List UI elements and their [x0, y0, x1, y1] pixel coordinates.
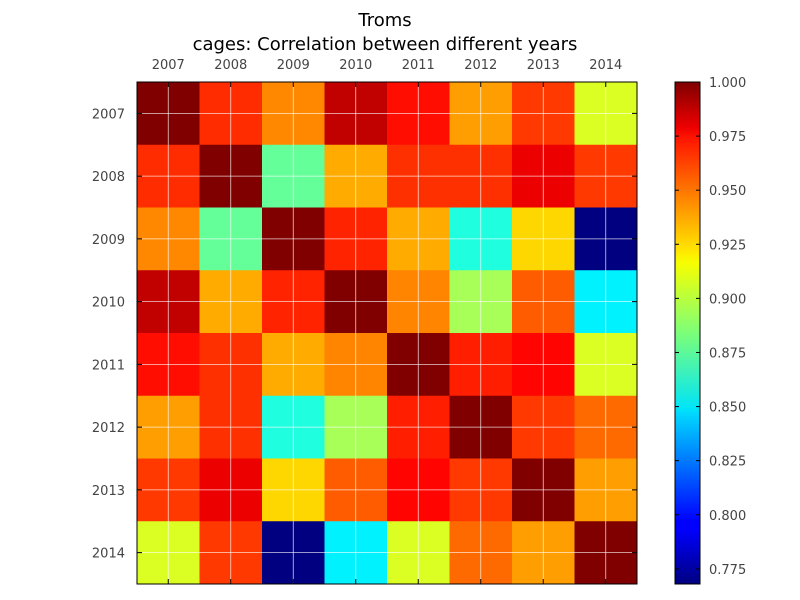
y-tick-label: 2011	[92, 358, 125, 373]
x-tick-label: 2012	[464, 58, 497, 73]
colorbar-tick-label: 0.775	[709, 563, 746, 578]
colorbar-gradient	[674, 81, 701, 585]
chart-title: Troms	[358, 10, 412, 31]
y-tick-label: 2009	[92, 233, 125, 248]
colorbar-tick-label: 0.875	[709, 346, 746, 361]
y-tick-label: 2012	[92, 421, 125, 436]
colorbar-tick-label: 0.950	[709, 184, 746, 199]
x-tick-label: 2009	[277, 58, 310, 73]
x-tick-label: 2008	[214, 58, 247, 73]
grid-lines	[137, 82, 637, 584]
y-tick-label: 2013	[92, 484, 125, 499]
colorbar-tick-label: 0.900	[709, 292, 746, 307]
colorbar-tick-label: 0.800	[709, 509, 746, 524]
y-tick-label: 2014	[92, 547, 125, 562]
x-tick-label: 2007	[152, 58, 185, 73]
colorbar: 1.000 0.975 0.950 0.925 0.900 0.875 0.850 0.825…	[674, 76, 746, 585]
plot-axes: 2007 2008 2009 2010 2011 2012 2013 2014 2007 2008…	[92, 58, 638, 585]
colorbar-tick-label: 1.000	[709, 76, 746, 91]
colorbar-tick-label: 0.975	[709, 130, 746, 145]
y-tick-label: 2007	[92, 107, 125, 122]
plot-frame	[136, 81, 638, 585]
colorbar-tick-label: 0.925	[709, 238, 746, 253]
y-tick-label: 2010	[92, 296, 125, 311]
x-tick-label: 2013	[527, 58, 560, 73]
y-tick-label: 2008	[92, 170, 125, 185]
colorbar-tick-label: 0.850	[709, 401, 746, 416]
x-tick-label: 2011	[402, 58, 435, 73]
colorbar-tick-label: 0.825	[709, 455, 746, 470]
heatmap-cells	[137, 82, 638, 585]
chart-subtitle: cages: Correlation between different yea…	[192, 34, 578, 55]
x-tick-label: 2010	[339, 58, 372, 73]
x-tick-label: 2014	[589, 58, 622, 73]
